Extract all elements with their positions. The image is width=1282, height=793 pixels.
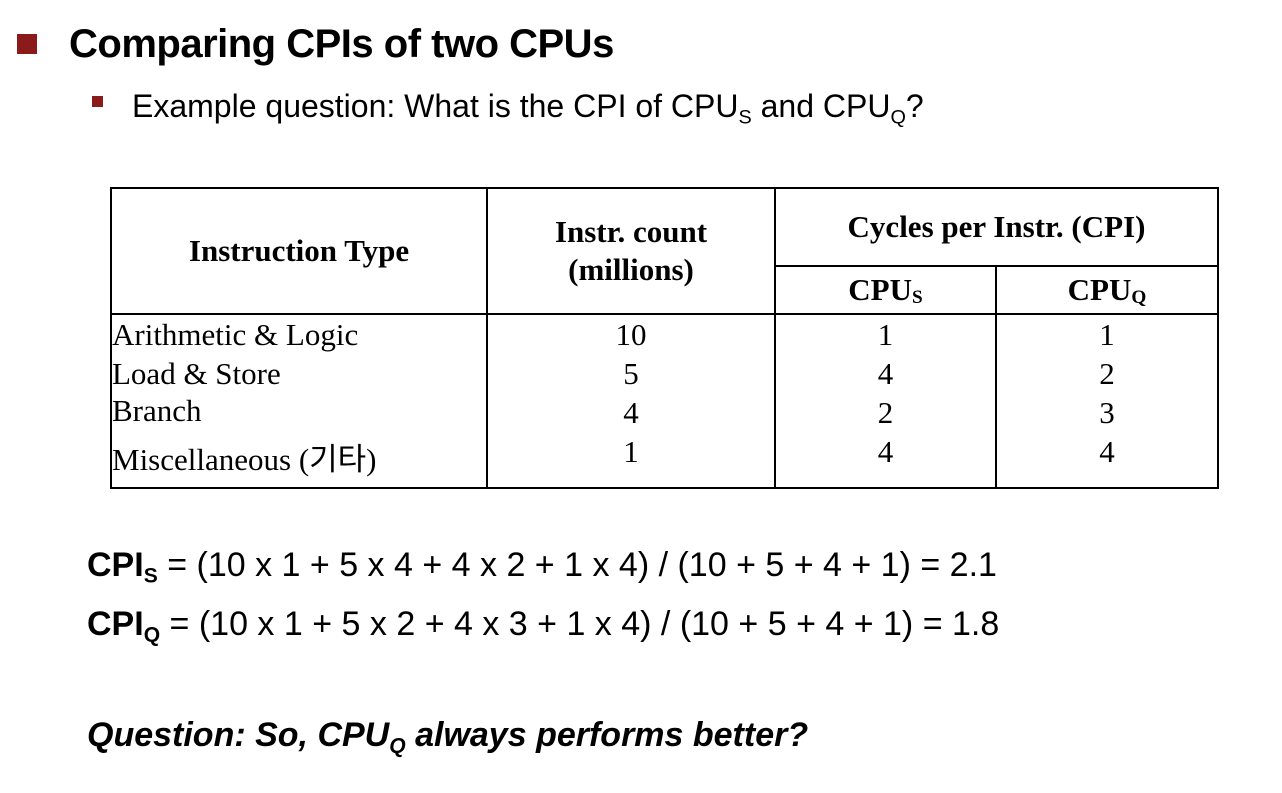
table-row-type: Load & Store — [112, 356, 281, 391]
instr-count-column: 10 5 4 1 — [486, 313, 776, 489]
header-cpu-s-sub: S — [912, 286, 923, 308]
table-row-cpu-q: 4 — [1099, 434, 1115, 469]
formula-cpi-q-label: CPIQ — [87, 605, 160, 646]
cpu-s-subscript: S — [738, 105, 752, 128]
formula-cpi-s: CPIS = (10 x 1 + 5 x 4 + 4 x 2 + 1 x 4) … — [87, 546, 997, 587]
table-row-cpu-q: 2 — [1099, 356, 1115, 391]
header-cpu-q-base: CPU — [1067, 272, 1132, 307]
slide-title: Comparing CPIs of two CPUs — [69, 21, 614, 66]
table-row-cpu-s: 1 — [877, 317, 894, 352]
table-row-cpu-q: 1 — [1099, 317, 1115, 352]
header-cpu-s-base: CPU — [848, 272, 913, 307]
formula-cpi-q-expression: = (10 x 1 + 5 x 2 + 4 x 3 + 1 x 4) / (10… — [160, 605, 1000, 643]
table-row-count: 5 — [623, 356, 639, 391]
sub-bullet-row: Example question: What is the CPI of CPU… — [92, 84, 924, 128]
header-cpu-q-sub: Q — [1131, 286, 1147, 308]
cpu-s-column: 1 4 2 4 — [774, 313, 997, 489]
table-row-cpu-s: 2 — [877, 395, 894, 430]
formula-cpi-s-expression: = (10 x 1 + 5 x 4 + 4 x 2 + 1 x 4) / (10… — [157, 546, 997, 584]
cpu-q-subscript: Q — [890, 105, 906, 128]
formula-cpi-q-label-sub: Q — [143, 623, 161, 647]
cpi-table: Instruction Type Instr. count (millions)… — [110, 187, 1220, 489]
header-instr-count-line2: (millions) — [568, 252, 694, 287]
example-question-prefix: Example question: What is the CPI of CPU — [132, 87, 739, 124]
table-row-count: 1 — [623, 434, 639, 469]
cpu-q-column: 1 2 3 4 — [994, 313, 1220, 489]
header-cpu-s: CPUS — [774, 265, 997, 315]
table-row-count: 4 — [623, 395, 639, 430]
example-question-mid: and CPU — [751, 87, 891, 124]
table-row-cpu-s: 4 — [877, 356, 894, 391]
header-cpu-q: CPUQ — [994, 265, 1220, 315]
formula-cpi-s-label-sub: S — [143, 564, 158, 588]
formula-cpi-s-label-base: CPI — [87, 546, 144, 584]
slide-title-row: Comparing CPIs of two CPUs — [17, 18, 614, 70]
closing-question-prefix: Question: So, CPU — [87, 716, 390, 754]
closing-question-sub: Q — [389, 734, 406, 758]
header-cpi-group: Cycles per Instr. (CPI) — [773, 187, 1220, 267]
closing-question-suffix: always performs better? — [405, 716, 809, 754]
example-question: Example question: What is the CPI of CPU… — [132, 87, 924, 128]
instruction-type-column: Arithmetic & Logic Load & Store Branch M… — [110, 313, 488, 489]
small-square-bullet-icon — [92, 95, 103, 107]
table-row-type: Miscellaneous (기타) — [112, 442, 377, 477]
closing-question: Question: So, CPUQ always performs bette… — [87, 716, 809, 758]
formula-cpi-q: CPIQ = (10 x 1 + 5 x 2 + 4 x 3 + 1 x 4) … — [87, 605, 1000, 646]
example-question-suffix: ? — [905, 87, 924, 124]
table-row-cpu-s: 4 — [877, 434, 894, 469]
table-row-type: Branch — [112, 393, 202, 428]
formula-cpi-s-label: CPIS — [87, 546, 158, 587]
header-instruction-type: Instruction Type — [110, 187, 488, 315]
square-bullet-icon — [17, 34, 37, 54]
table-row-type: Arithmetic & Logic — [112, 317, 359, 352]
table-row-count: 10 — [615, 317, 647, 352]
table-body-row: Arithmetic & Logic Load & Store Branch M… — [110, 313, 1220, 489]
formula-cpi-q-label-base: CPI — [87, 605, 144, 643]
header-instr-count-line1: Instr. count — [554, 214, 708, 249]
header-instr-count: Instr. count (millions) — [486, 187, 776, 315]
table-row-cpu-q: 3 — [1099, 395, 1115, 430]
cpi-table-container: Instruction Type Instr. count (millions)… — [110, 187, 1220, 489]
